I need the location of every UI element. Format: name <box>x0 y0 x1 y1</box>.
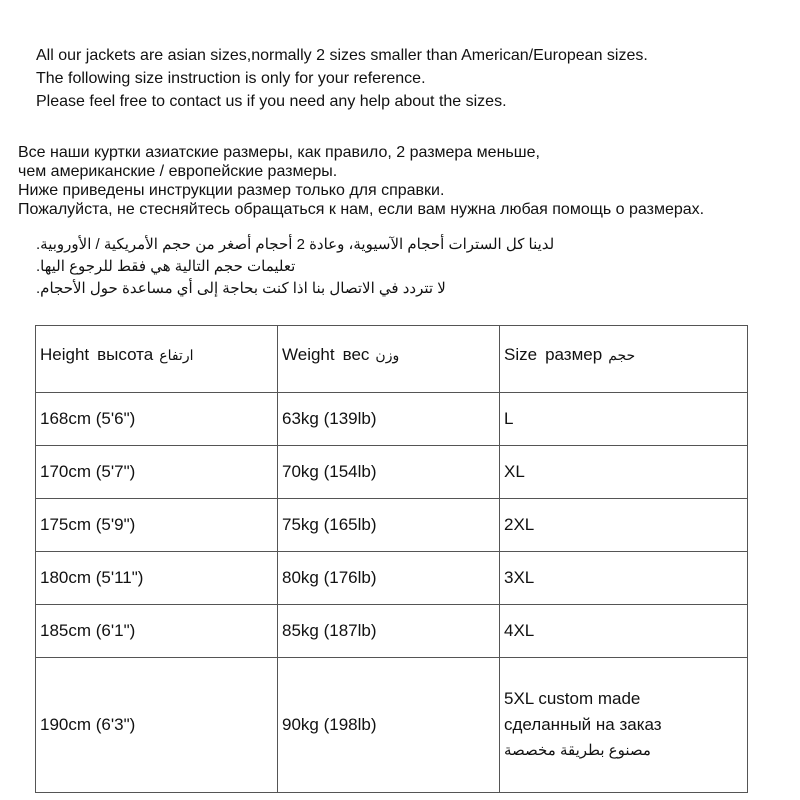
height-cell: 175cm (5'9") <box>35 498 278 552</box>
weight-cell: 90kg (198lb) <box>277 657 500 793</box>
table-row: 185cm (6'1") 85kg (187lb) 4XL <box>35 604 748 658</box>
notice-line: تعليمات حجم التالية هي فقط للرجوع اليها. <box>36 258 296 275</box>
weight-cell: 63kg (139lb) <box>277 392 500 446</box>
height-cell: 190cm (6'3") <box>35 657 278 793</box>
table-header-row: Height высота ارتفاع Weight вес وزن Size разм… <box>35 325 748 393</box>
table-row: 170cm (5'7") 70kg (154lb) XL <box>35 445 748 499</box>
notice-line: لا تتردد في الاتصال بنا اذا كنت بحاجة إل… <box>36 280 446 297</box>
size-line: сделанный на заказ <box>504 715 662 734</box>
table-row: 175cm (5'9") 75kg (165lb) 2XL <box>35 498 748 552</box>
height-cell: 180cm (5'11") <box>35 551 278 605</box>
header-ar: ارتفاع <box>159 347 194 363</box>
header-ru: высота <box>97 345 154 364</box>
header-en: Height <box>40 345 90 364</box>
notice-line: لدينا كل السترات أحجام الآسيوية، وعادة 2… <box>36 236 555 253</box>
table-row: 168cm (5'6") 63kg (139lb) L <box>35 392 748 446</box>
arabic-notice: لدينا كل السترات أحجام الآسيوية، وعادة 2… <box>36 234 656 300</box>
size-line: مصنوع بطريقة مخصصة <box>504 742 651 759</box>
height-cell: 170cm (5'7") <box>35 445 278 499</box>
notice-line: Ниже приведены инструкции размер только … <box>18 182 445 199</box>
weight-cell: 80kg (176lb) <box>277 551 500 605</box>
header-height: Height высота ارتفاع <box>35 325 278 393</box>
size-line: 5XL custom made <box>504 689 641 708</box>
size-cell: 2XL <box>499 498 748 552</box>
size-chart-table: Height высота ارتفاع Weight вес وزن Size разм… <box>35 325 748 793</box>
notice-line: Пожалуйста, не стесняйтесь обращаться к … <box>18 201 705 218</box>
notice-line: Все наши куртки азиатские размеры, как п… <box>18 144 540 161</box>
notice-line: чем американские / европейские размеры. <box>18 163 338 180</box>
size-cell: L <box>499 392 748 446</box>
height-cell: 168cm (5'6") <box>35 392 278 446</box>
notice-line: The following size instruction is only f… <box>36 70 426 87</box>
size-cell: XL <box>499 445 748 499</box>
weight-cell: 70kg (154lb) <box>277 445 500 499</box>
header-en: Size <box>504 345 538 364</box>
header-weight: Weight вес وزن <box>277 325 500 393</box>
english-notice: All our jackets are asian sizes,normally… <box>36 44 648 113</box>
header-ru: вес <box>342 345 370 364</box>
weight-cell: 75kg (165lb) <box>277 498 500 552</box>
size-cell: 4XL <box>499 604 748 658</box>
header-ru: размер <box>545 345 603 364</box>
header-size: Size размер حجم <box>499 325 748 393</box>
table-row: 190cm (6'3") 90kg (198lb) 5XL custom mad… <box>35 657 748 793</box>
size-cell: 5XL custom made сделанный на заказ مصنوع… <box>499 657 748 793</box>
weight-cell: 85kg (187lb) <box>277 604 500 658</box>
table-row: 180cm (5'11") 80kg (176lb) 3XL <box>35 551 748 605</box>
russian-notice: Все наши куртки азиатские размеры, как п… <box>18 143 704 219</box>
notice-line: All our jackets are asian sizes,normally… <box>36 47 648 64</box>
header-en: Weight <box>282 345 335 364</box>
header-ar: وزن <box>375 347 400 363</box>
size-cell: 3XL <box>499 551 748 605</box>
height-cell: 185cm (6'1") <box>35 604 278 658</box>
header-ar: حجم <box>608 347 636 363</box>
notice-line: Please feel free to contact us if you ne… <box>36 93 507 110</box>
